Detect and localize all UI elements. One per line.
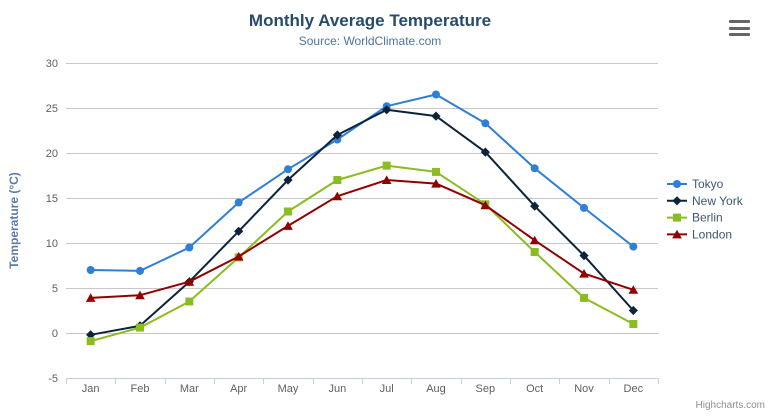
series-line-tokyo bbox=[89, 93, 635, 272]
data-point-berlin bbox=[185, 297, 194, 306]
legend: Tokyo New York Berlin London bbox=[667, 177, 744, 241]
data-point-new-york bbox=[382, 105, 392, 115]
data-point-berlin bbox=[530, 248, 539, 256]
data-point-tokyo bbox=[284, 165, 292, 174]
x-axis-label: Oct bbox=[526, 383, 543, 395]
data-point-tokyo bbox=[234, 198, 243, 207]
legend-item-new-york[interactable]: New York bbox=[667, 194, 744, 208]
hamburger-bar bbox=[729, 26, 750, 30]
data-point-london bbox=[184, 277, 195, 286]
data-point-london bbox=[431, 179, 441, 188]
data-point-tokyo bbox=[580, 203, 588, 212]
y-axis-label: 0 bbox=[52, 328, 58, 340]
data-point-tokyo bbox=[481, 119, 490, 128]
data-point-london bbox=[283, 221, 293, 230]
x-axis-label: Apr bbox=[230, 383, 247, 395]
y-axis-title: Temperature (°C) bbox=[7, 172, 21, 269]
data-point-tokyo bbox=[136, 266, 144, 275]
legend-item-label: Tokyo bbox=[692, 177, 724, 191]
data-point-new-york bbox=[530, 201, 540, 211]
data-point-london bbox=[381, 175, 392, 184]
x-axis-label: Dec bbox=[624, 383, 644, 395]
data-point-tokyo bbox=[432, 90, 440, 99]
data-point-london bbox=[332, 191, 343, 201]
y-axis-label: 10 bbox=[46, 238, 58, 250]
chart-subtitle: Source: WorldClimate.com bbox=[298, 34, 442, 48]
data-point-new-york bbox=[579, 251, 589, 261]
legend-symbol-marker bbox=[673, 213, 681, 222]
series-line-new-york bbox=[89, 108, 635, 336]
y-axis-label: 15 bbox=[46, 193, 58, 205]
data-point-berlin bbox=[629, 320, 638, 328]
data-point-london bbox=[529, 235, 540, 245]
hamburger-icon bbox=[729, 20, 750, 36]
data-point-new-york bbox=[86, 330, 96, 340]
series-line-london bbox=[89, 179, 635, 299]
data-point-new-york bbox=[234, 226, 244, 236]
data-point-berlin bbox=[333, 176, 342, 184]
data-point-london bbox=[233, 251, 244, 261]
data-point-london bbox=[480, 200, 491, 210]
legend-symbol-marker bbox=[672, 196, 682, 206]
credits-link[interactable]: Highcharts.com bbox=[695, 400, 765, 411]
x-axis-label: Jul bbox=[380, 383, 394, 395]
x-axis-label: Sep bbox=[476, 383, 496, 395]
data-point-new-york bbox=[431, 111, 441, 121]
data-point-london bbox=[628, 285, 639, 294]
data-point-berlin bbox=[382, 161, 391, 170]
legend-item-berlin[interactable]: Berlin bbox=[667, 211, 723, 225]
x-axis-label: May bbox=[278, 383, 299, 395]
data-point-tokyo bbox=[530, 164, 539, 173]
legend-item-tokyo[interactable]: Tokyo bbox=[667, 177, 724, 191]
data-point-london bbox=[579, 269, 589, 278]
x-axis-label: Nov bbox=[574, 383, 594, 395]
y-axis-label: 5 bbox=[52, 283, 58, 295]
legend-symbol-marker bbox=[673, 180, 681, 188]
data-point-tokyo bbox=[629, 242, 638, 251]
data-point-tokyo bbox=[86, 266, 95, 274]
legend-item-label: Berlin bbox=[692, 211, 723, 225]
legend-item-label: London bbox=[692, 227, 732, 241]
x-axis-label: Jan bbox=[82, 383, 100, 395]
data-point-berlin bbox=[86, 337, 95, 346]
chart-title: Monthly Average Temperature bbox=[248, 11, 492, 30]
x-axis-label: Mar bbox=[180, 383, 199, 395]
data-point-berlin bbox=[284, 207, 292, 216]
y-axis-label: -5 bbox=[48, 373, 58, 385]
data-point-london bbox=[85, 293, 96, 302]
hamburger-bar bbox=[729, 33, 750, 36]
data-point-berlin bbox=[580, 293, 588, 302]
legend-symbol-marker bbox=[672, 229, 682, 239]
data-point-tokyo bbox=[185, 243, 194, 252]
data-point-new-york bbox=[628, 305, 638, 316]
legend-item-label: New York bbox=[692, 194, 744, 208]
x-axis-label: Feb bbox=[131, 383, 150, 395]
y-axis-label: 25 bbox=[46, 103, 58, 115]
y-axis-label: 20 bbox=[46, 148, 58, 160]
hamburger-bar bbox=[729, 20, 750, 23]
data-point-new-york bbox=[480, 147, 490, 157]
series-london bbox=[85, 175, 639, 302]
x-axis-label: Jun bbox=[328, 383, 346, 395]
legend-item-london[interactable]: London bbox=[667, 227, 732, 241]
x-axis-label: Aug bbox=[426, 383, 446, 395]
export-menu-button[interactable] bbox=[729, 20, 750, 36]
data-point-new-york bbox=[283, 175, 293, 185]
series-tokyo bbox=[86, 90, 638, 275]
series-new-york bbox=[86, 105, 638, 340]
data-point-london bbox=[135, 290, 145, 300]
data-point-berlin bbox=[136, 323, 144, 332]
series-line-berlin bbox=[89, 164, 635, 343]
data-point-new-york bbox=[332, 130, 342, 140]
gridlines bbox=[66, 63, 658, 334]
data-point-berlin bbox=[432, 167, 440, 176]
x-axis bbox=[66, 378, 659, 384]
y-axis-label: 30 bbox=[46, 58, 58, 70]
